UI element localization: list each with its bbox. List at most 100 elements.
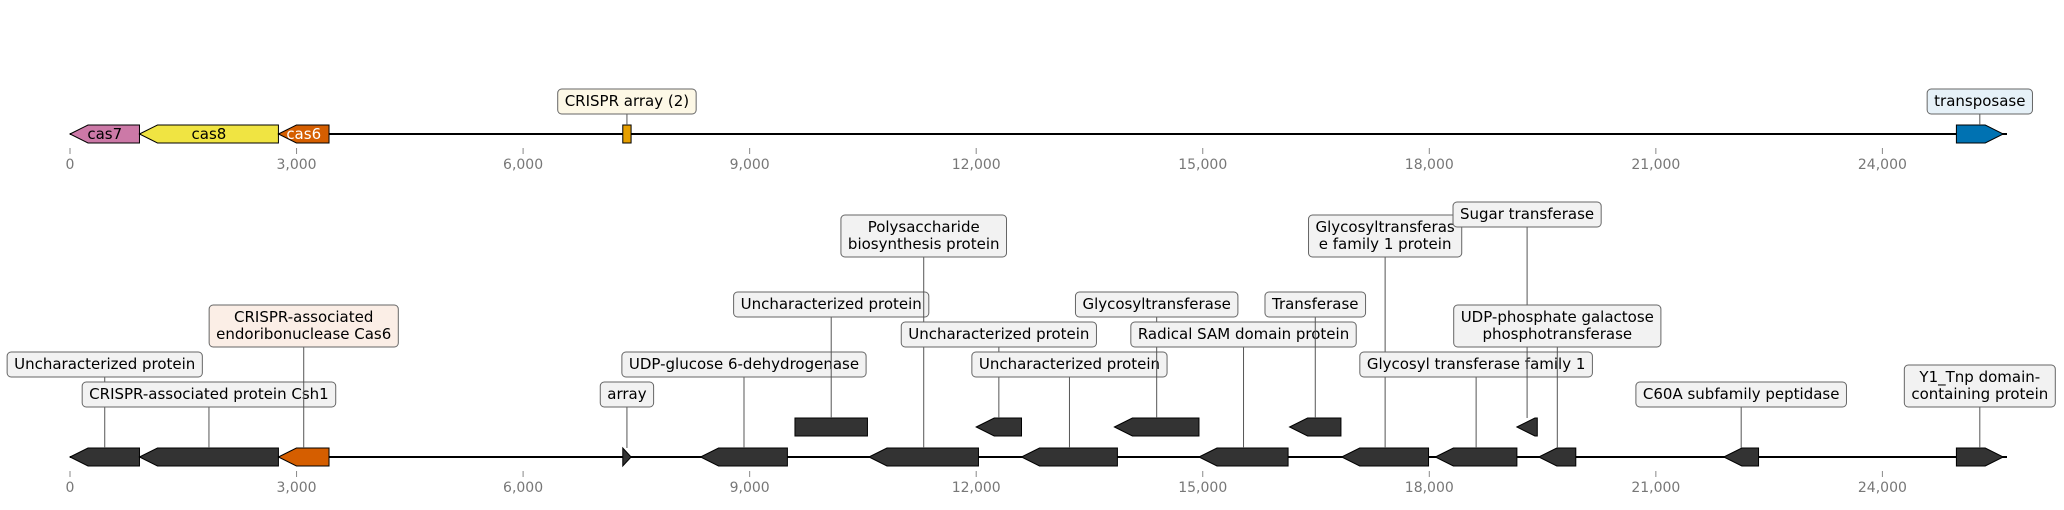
gene-arrow[interactable] xyxy=(277,447,330,467)
track-bottom: 0 3,000 6,000 9,000 12,000 15,000 18,000 21,000… xyxy=(6,201,2056,496)
axis-tick-label: 21,000 xyxy=(1631,157,1680,173)
callout-box xyxy=(733,291,930,318)
axis-tick-label: 24,000 xyxy=(1858,157,1907,173)
feature-c60a-subfamily-peptidase[interactable]: C60A subfamily peptidase xyxy=(1635,381,1847,467)
feature-sugar-transferase[interactable]: Sugar transferase xyxy=(1452,201,1602,437)
callout-box xyxy=(557,88,697,115)
feature-cas8[interactable]: cas8 xyxy=(138,124,279,144)
callout-label: CRISPR-associated endoribonuclease Cas6 xyxy=(216,308,391,343)
callout-label: UDP-glucose 6-dehydrogenase xyxy=(629,355,859,373)
callout-box xyxy=(900,321,1097,348)
feature-crispr-associated-endoribonuclease-cas6[interactable]: CRISPR-associated endoribonuclease Cas6 xyxy=(208,304,399,467)
callout-label: Uncharacterized protein xyxy=(14,355,195,373)
position-axis: 0 3,000 6,000 9,000 12,000 15,000 18,000 21,000… xyxy=(66,471,1907,496)
callout-box xyxy=(1074,291,1239,318)
gene-arrow[interactable] xyxy=(867,447,979,467)
axis-tick-label: 18,000 xyxy=(1405,157,1454,173)
axis-tick-label: 9,000 xyxy=(730,157,770,173)
gene-arrow[interactable] xyxy=(138,447,279,467)
gene-arrow[interactable] xyxy=(1288,417,1342,437)
callout-label: Uncharacterized protein xyxy=(908,325,1089,343)
axis-tick-label: 12,000 xyxy=(952,157,1001,173)
axis-tick-label: 21,000 xyxy=(1631,480,1680,496)
callout-label: Glycosyltransferase xyxy=(1082,295,1230,313)
feature-glycosyltransferas-e-family-1-protein[interactable]: Glycosyltransferas e family 1 protein xyxy=(1308,214,1463,467)
callout-box xyxy=(971,351,1168,378)
position-axis: 0 3,000 6,000 9,000 12,000 15,000 18,000 21,000… xyxy=(66,148,1907,173)
gene-arrow[interactable] xyxy=(975,417,1023,437)
gene-arrow[interactable] xyxy=(1020,447,1118,467)
callout-box xyxy=(1926,88,2033,115)
callout-box xyxy=(1903,364,2056,408)
callout-box xyxy=(81,381,337,408)
callout-label: Y1_Tnp domain-containing protein xyxy=(1911,368,2048,403)
callout-label: array xyxy=(607,385,646,403)
gene-arrow[interactable] xyxy=(622,124,632,144)
axis-tick-label: 18,000 xyxy=(1405,480,1454,496)
gene-arrow[interactable] xyxy=(1113,417,1200,437)
gene-arrow[interactable] xyxy=(1515,417,1538,437)
feature-crispr-array-2[interactable]: CRISPR array (2) xyxy=(557,88,697,144)
callout-box xyxy=(1264,291,1367,318)
axis-tick-label: 0 xyxy=(66,480,75,496)
gene-arrow[interactable] xyxy=(68,447,140,467)
feature-radical-sam-domain-protein[interactable]: Radical SAM domain protein xyxy=(1130,321,1357,467)
callout-label: Uncharacterized protein xyxy=(979,355,1160,373)
callout-label: Polysaccharide biosynthesis protein xyxy=(848,218,1000,253)
gene-arrow[interactable] xyxy=(1197,447,1289,467)
gene-arrow[interactable] xyxy=(1537,447,1577,467)
axis-tick-label: 24,000 xyxy=(1858,480,1907,496)
feature-glycosyl-transferase-family-1[interactable]: Glycosyl transferase family 1 xyxy=(1359,351,1593,467)
feature-cas7[interactable]: cas7 xyxy=(68,124,140,144)
axis-tick-label: 3,000 xyxy=(277,480,317,496)
gene-arrow[interactable] xyxy=(1434,447,1518,467)
feature-transferase[interactable]: Transferase xyxy=(1264,291,1367,437)
feature-polysaccharide-biosynthesis-protein[interactable]: Polysaccharide biosynthesis protein xyxy=(840,214,1008,467)
feature-crispr-associated-protein-csh1[interactable]: CRISPR-associated protein Csh1 xyxy=(81,381,337,467)
feature-array[interactable]: array xyxy=(599,381,655,468)
callout-label: UDP-phosphate galactose phosphotransferas… xyxy=(1461,308,1654,343)
callout-box xyxy=(1359,351,1593,378)
feature-udp-phosphate-galactose-phosphotransferase[interactable]: UDP-phosphate galactose phosphotransferas… xyxy=(1453,304,1662,467)
axis-tick-label: 6,000 xyxy=(503,157,543,173)
axis-tick-label: 9,000 xyxy=(730,480,770,496)
gene-arrow[interactable] xyxy=(794,417,868,437)
feature-uncharacterized-protein[interactable]: Uncharacterized protein xyxy=(971,351,1168,467)
callout-box xyxy=(840,214,1008,258)
callout-label: Radical SAM domain protein xyxy=(1138,325,1349,343)
gene-arrow[interactable] xyxy=(1955,124,2005,144)
axis-tick-label: 15,000 xyxy=(1178,480,1227,496)
callout-label: Uncharacterized protein xyxy=(741,295,922,313)
axis-tick-label: 15,000 xyxy=(1178,157,1227,173)
track-top: 0 3,000 6,000 9,000 12,000 15,000 18,000 21,000… xyxy=(66,88,2033,173)
feature-uncharacterized-protein[interactable]: Uncharacterized protein xyxy=(733,291,930,437)
gene-arrow[interactable] xyxy=(622,446,632,468)
gene-arrow[interactable] xyxy=(1722,447,1760,467)
callout-box xyxy=(1130,321,1357,348)
gene-label: cas6 xyxy=(286,125,321,143)
callout-box xyxy=(1635,381,1847,408)
callout-box xyxy=(208,304,399,348)
callout-label: CRISPR-associated protein Csh1 xyxy=(89,385,329,403)
callout-label: Glycosyltransferas e family 1 protein xyxy=(1316,218,1455,253)
feature-glycosyltransferase[interactable]: Glycosyltransferase xyxy=(1074,291,1239,437)
callout-box xyxy=(1453,304,1662,348)
feature-uncharacterized-protein[interactable]: Uncharacterized protein xyxy=(900,321,1097,437)
feature-udp-glucose-6-dehydrogenase[interactable]: UDP-glucose 6-dehydrogenase xyxy=(621,351,867,467)
callout-box xyxy=(599,381,655,408)
gene-label: cas7 xyxy=(87,125,122,143)
gene-arrow[interactable] xyxy=(699,447,788,467)
callout-box xyxy=(1308,214,1463,258)
callout-box xyxy=(1452,201,1602,228)
callout-box xyxy=(6,351,203,378)
callout-box xyxy=(621,351,867,378)
gene-arrow[interactable] xyxy=(1955,447,2005,467)
feature-cas6[interactable]: cas6 xyxy=(277,124,330,144)
gene-arrow[interactable] xyxy=(277,124,330,144)
gene-arrow[interactable] xyxy=(1340,447,1430,467)
callout-label: transposase xyxy=(1934,92,2025,110)
feature-transposase[interactable]: transposase xyxy=(1926,88,2033,144)
axis-tick-label: 0 xyxy=(66,157,75,173)
feature-y1-tnp-domain-containing-protein[interactable]: Y1_Tnp domain-containing protein xyxy=(1903,364,2056,467)
